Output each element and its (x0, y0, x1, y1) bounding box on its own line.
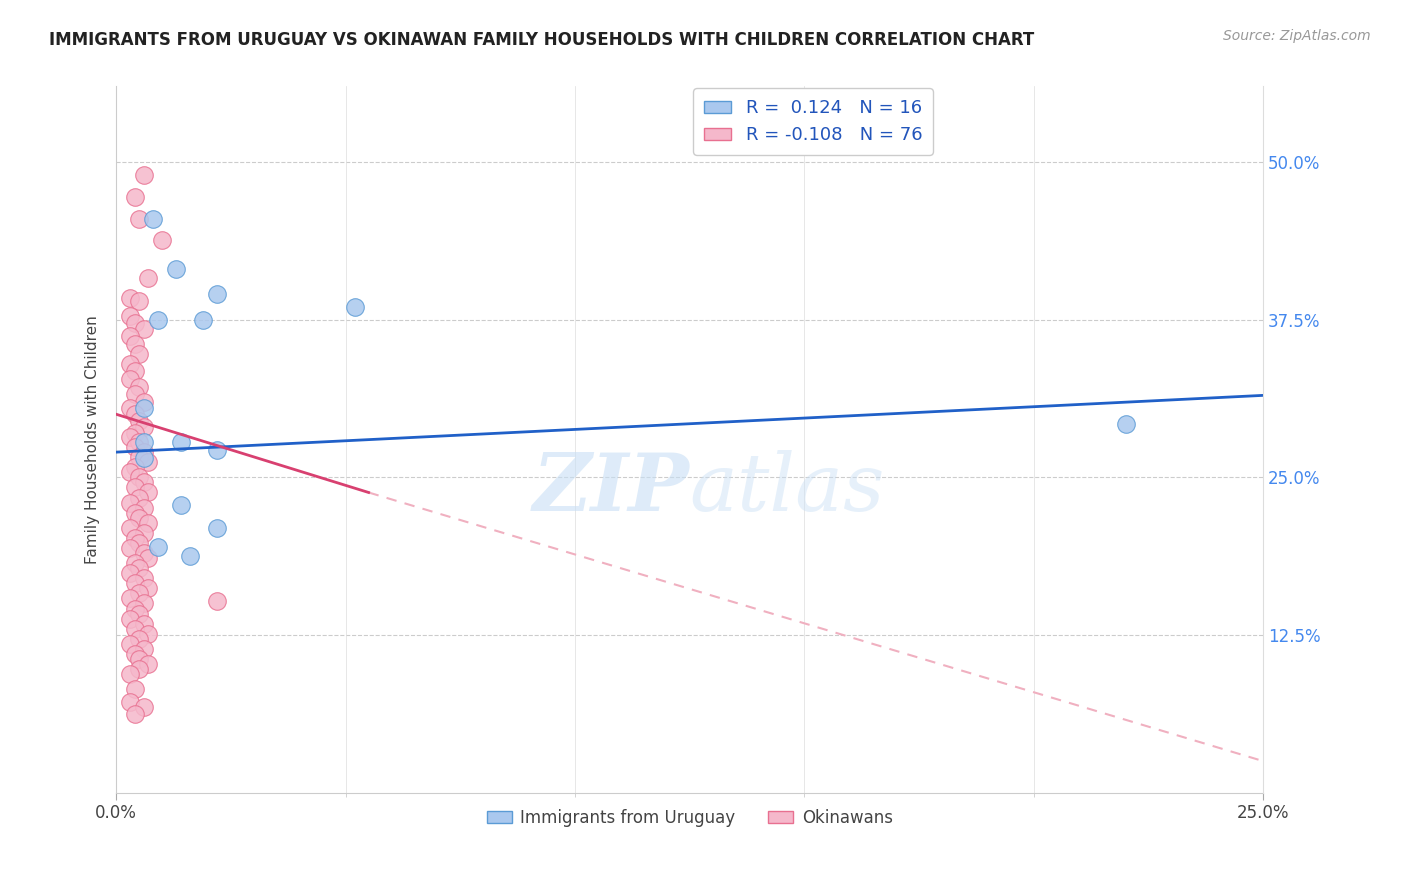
Point (132, 616, 155, 631)
Point (132, 435, 155, 450)
Point (128, 435, 150, 450)
Legend: Immigrants from Uruguay, Okinawans: Immigrants from Uruguay, Okinawans (479, 803, 900, 834)
Point (165, 262, 187, 277)
Point (124, 576, 146, 591)
Point (124, 647, 146, 661)
Point (205, 521, 228, 535)
Point (124, 336, 146, 351)
Text: Source: ZipAtlas.com: Source: ZipAtlas.com (1223, 29, 1371, 43)
Point (124, 387, 146, 401)
Point (128, 379, 150, 393)
Point (118, 612, 141, 626)
Point (118, 566, 141, 581)
Point (193, 312, 215, 326)
Point (118, 541, 141, 555)
Point (128, 632, 150, 646)
Point (146, 312, 169, 326)
Point (132, 500, 155, 515)
Point (124, 601, 146, 615)
Point (128, 470, 150, 484)
Point (138, 516, 160, 530)
Point (343, 300, 366, 314)
Point (132, 445, 155, 459)
Point (118, 667, 141, 681)
Point (179, 549, 201, 563)
Point (128, 510, 150, 524)
Point (138, 626, 160, 640)
Point (205, 442, 228, 457)
Point (132, 420, 155, 434)
Text: ZIP: ZIP (533, 450, 690, 528)
Point (132, 401, 155, 415)
Point (118, 591, 141, 606)
Point (118, 309, 141, 323)
Point (128, 607, 150, 621)
Point (124, 317, 146, 331)
Point (150, 233, 173, 247)
Point (132, 571, 155, 585)
Point (205, 287, 228, 301)
Text: IMMIGRANTS FROM URUGUAY VS OKINAWAN FAMILY HOUSEHOLDS WITH CHILDREN CORRELATION : IMMIGRANTS FROM URUGUAY VS OKINAWAN FAMI… (49, 31, 1035, 49)
Point (118, 695, 141, 709)
Point (138, 455, 160, 469)
Point (118, 372, 141, 386)
Point (138, 485, 160, 500)
Point (142, 211, 165, 226)
Point (118, 357, 141, 371)
Text: atlas: atlas (690, 450, 886, 528)
Point (128, 491, 150, 505)
Point (118, 291, 141, 305)
Point (128, 414, 150, 428)
Point (169, 498, 191, 512)
Point (124, 480, 146, 494)
Point (118, 430, 141, 444)
Point (132, 546, 155, 560)
Point (124, 440, 146, 454)
Point (128, 450, 150, 465)
Point (132, 321, 155, 335)
Point (124, 407, 146, 421)
Point (132, 451, 155, 466)
Point (1115, 417, 1137, 432)
Point (146, 540, 169, 554)
Point (132, 168, 155, 182)
Point (128, 586, 150, 600)
Point (128, 536, 150, 550)
Point (124, 460, 146, 475)
Point (118, 329, 141, 343)
Point (118, 495, 141, 509)
Point (118, 465, 141, 479)
Point (118, 401, 141, 415)
Point (205, 594, 228, 608)
Point (124, 190, 146, 204)
Point (124, 426, 146, 441)
Point (128, 652, 150, 666)
Point (138, 271, 160, 285)
Point (128, 211, 150, 226)
Point (128, 662, 150, 676)
Point (124, 622, 146, 636)
Y-axis label: Family Households with Children: Family Households with Children (86, 315, 100, 564)
Point (118, 637, 141, 651)
Point (138, 657, 160, 671)
Point (132, 525, 155, 540)
Point (128, 293, 150, 308)
Point (124, 531, 146, 545)
Point (138, 551, 160, 566)
Point (128, 347, 150, 361)
Point (169, 435, 191, 450)
Point (124, 682, 146, 697)
Point (124, 707, 146, 722)
Point (132, 394, 155, 409)
Point (132, 641, 155, 656)
Point (124, 556, 146, 570)
Point (138, 582, 160, 596)
Point (132, 475, 155, 490)
Point (118, 521, 141, 535)
Point (132, 597, 155, 611)
Point (128, 561, 150, 575)
Point (124, 506, 146, 520)
Point (124, 364, 146, 378)
Point (132, 699, 155, 714)
